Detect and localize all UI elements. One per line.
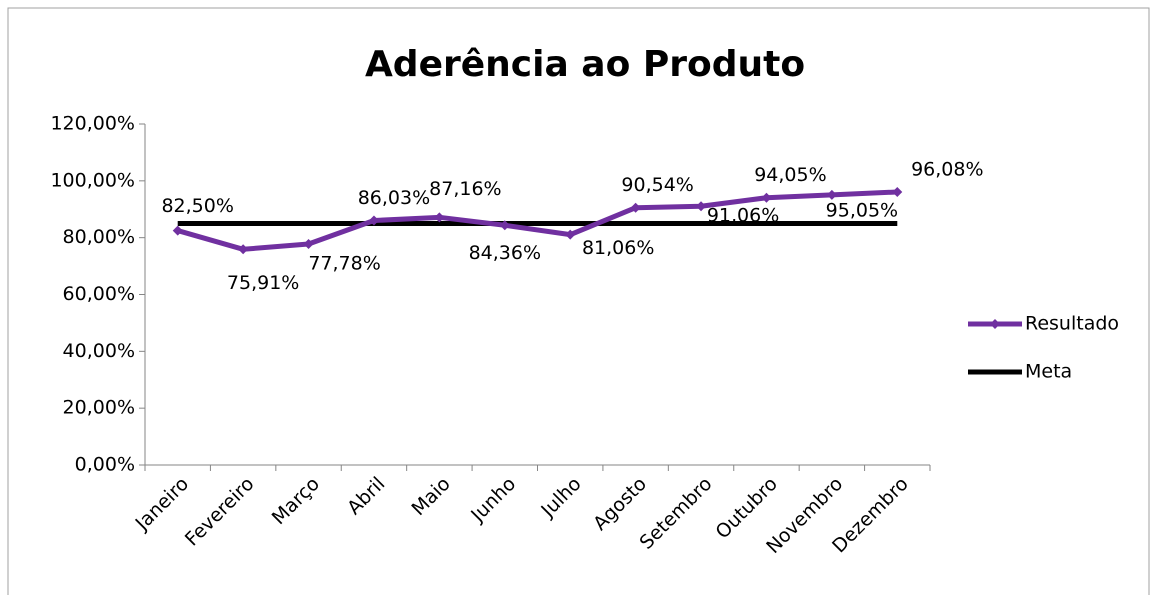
data-label: 86,03% [358, 187, 430, 209]
y-tick-label: 40,00% [63, 340, 135, 362]
marker [696, 201, 707, 212]
x-tick-label: Setembro [636, 473, 717, 554]
chart-border [7, 7, 1150, 595]
x-tick-label: Maio [407, 473, 454, 520]
x-tick-label: Janeiro [131, 473, 193, 535]
x-tick-label: Março [268, 473, 324, 529]
marker [565, 229, 576, 240]
data-label: 96,08% [911, 158, 983, 180]
data-label: 75,91% [227, 272, 299, 294]
x-tick-label: Julho [536, 473, 585, 522]
y-tick-label: 80,00% [63, 226, 135, 248]
marker [368, 215, 379, 226]
marker [434, 212, 445, 223]
marker [238, 244, 249, 255]
line-resultado [177, 189, 898, 252]
y-tick-label: 100,00% [50, 169, 135, 191]
legend-label: Resultado [1025, 313, 1119, 335]
data-label: 87,16% [429, 178, 501, 200]
data-label: 77,78% [308, 252, 380, 274]
data-label: 90,54% [621, 174, 693, 196]
marker [826, 189, 837, 200]
data-label: 82,50% [161, 195, 233, 217]
legend-label: Meta [1025, 361, 1072, 383]
data-label: 94,05% [754, 164, 826, 186]
y-tick-label: 120,00% [50, 113, 135, 135]
y-tick-label: 20,00% [63, 397, 135, 419]
x-tick-label: Abril [343, 473, 389, 519]
x-tick-label: Fevereiro [181, 473, 259, 551]
legend-marker [990, 319, 1000, 329]
marker [630, 202, 641, 213]
marker [892, 186, 903, 197]
y-tick-label: 60,00% [63, 283, 135, 305]
chart-title: Aderência ao Produto [365, 44, 805, 85]
data-label: 91,06% [707, 205, 779, 227]
marker [761, 192, 772, 203]
marker [303, 238, 314, 249]
data-label: 81,06% [582, 237, 654, 259]
marker [172, 225, 183, 236]
x-tick-label: Agosto [589, 473, 651, 535]
marker [499, 220, 510, 231]
y-tick-label: 0,00% [75, 454, 135, 476]
data-label: 84,36% [469, 242, 541, 264]
x-tick-label: Junho [466, 473, 520, 527]
data-label: 95,05% [826, 199, 898, 221]
